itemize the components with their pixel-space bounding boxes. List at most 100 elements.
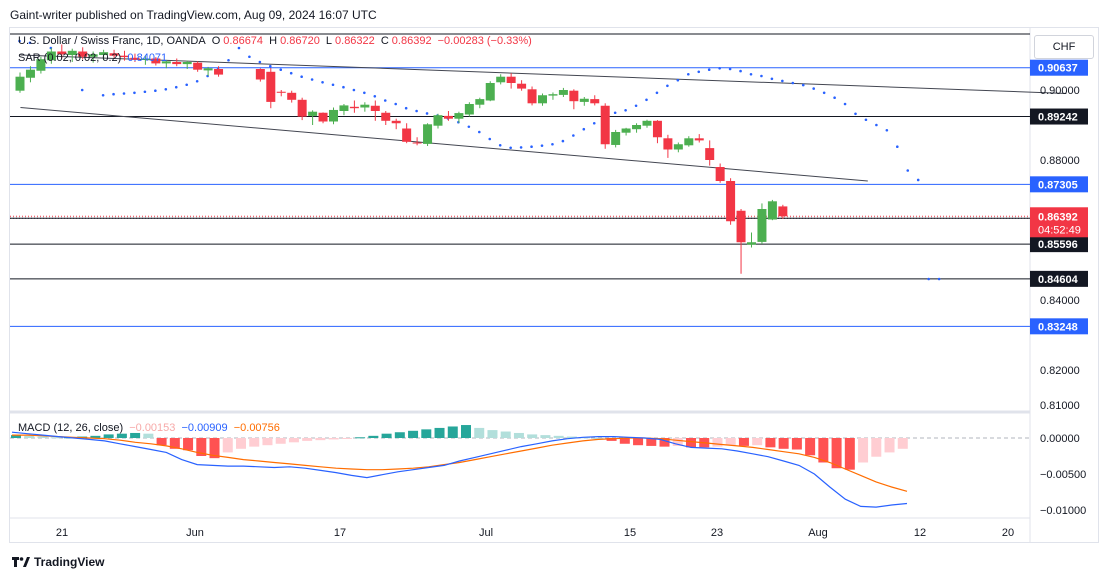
candle-body — [130, 57, 140, 60]
level-label-box — [1030, 108, 1088, 125]
level-label: 0.87305 — [1038, 179, 1078, 191]
macd-histogram-bar — [646, 438, 657, 446]
sar-dot — [718, 67, 721, 70]
sar-label[interactable]: SAR (0.02, 0.02, 0.2) — [18, 52, 122, 64]
macd-histogram-bar — [130, 432, 141, 438]
candle-body — [464, 104, 474, 115]
sar-dot — [801, 83, 805, 87]
candle-body — [57, 51, 67, 55]
macd-histogram-bar — [500, 431, 511, 438]
sar-dot — [488, 137, 492, 141]
current-price-label: 0.86392 — [1038, 211, 1078, 223]
candle-body — [349, 106, 359, 109]
macd-histogram-bar — [844, 438, 855, 470]
sar-dot — [279, 68, 283, 71]
macd-histogram-bar — [421, 429, 432, 438]
candle-body — [370, 105, 380, 111]
macd-tick-label: −0.00500 — [1040, 469, 1086, 481]
macd-histogram-bar — [461, 425, 471, 438]
sar-dot — [530, 145, 533, 148]
sar-dot — [770, 77, 774, 81]
sar-dot — [687, 72, 690, 76]
sar-dot — [269, 64, 272, 68]
candle-body — [579, 98, 589, 102]
macd-histogram-bar — [606, 438, 617, 441]
macd-histogram-bar — [831, 438, 842, 469]
candle-body — [308, 111, 318, 116]
legend-high-label: H — [269, 35, 278, 47]
legend-open: 0.86674 — [223, 35, 264, 47]
level-label-box — [1030, 236, 1088, 253]
macd-histogram-bar — [659, 438, 670, 447]
candle-body — [423, 124, 433, 144]
sar-dot — [478, 130, 481, 134]
sar-dot — [164, 88, 168, 91]
candle-body — [694, 138, 704, 141]
level-label: 0.90637 — [1038, 63, 1078, 75]
sar-dot — [916, 178, 920, 182]
candle-body — [443, 115, 453, 119]
macd-value: −0.00909 — [181, 422, 228, 434]
sar-dot — [467, 125, 471, 129]
macd-histogram-bar — [487, 430, 498, 438]
macd-histogram-bar — [103, 434, 114, 438]
macd-histogram-bar — [897, 438, 908, 449]
time-tick-label: 15 — [624, 527, 636, 539]
candle-body — [736, 210, 746, 243]
price-tick-label: 0.82000 — [1040, 365, 1080, 377]
macd-histogram-bar — [37, 436, 48, 438]
legend-open-label: O — [211, 35, 221, 47]
candle-body — [412, 142, 422, 144]
candle-body — [25, 69, 35, 78]
macd-histogram-bar — [513, 432, 524, 438]
sar-dot — [363, 91, 366, 95]
currency-button[interactable]: CHF — [1034, 35, 1094, 59]
sar-dot — [592, 121, 596, 125]
sar-dot — [561, 139, 565, 143]
sar-dot — [645, 98, 648, 102]
macd-histogram-bar — [275, 438, 286, 444]
sar-dot — [896, 145, 899, 148]
macd-histogram-bar — [818, 438, 829, 463]
macd-histogram-bar — [183, 438, 194, 451]
sar-dot — [112, 92, 115, 96]
sar-dot — [655, 91, 659, 95]
macd-hist-value: −0.00153 — [129, 422, 176, 434]
legend-low: 0.86322 — [335, 35, 375, 47]
candle-body — [193, 62, 203, 70]
sar-dot — [666, 84, 669, 88]
sar-dot — [540, 144, 544, 147]
level-label-box — [1030, 176, 1088, 193]
time-tick-label: 17 — [334, 527, 346, 539]
candle-body — [673, 144, 683, 150]
macd-histogram-bar — [209, 438, 220, 459]
sar-dot — [875, 123, 878, 127]
time-tick-label: 23 — [711, 527, 723, 539]
candle-body — [757, 209, 767, 242]
publisher-header: Gaint-writer published on TradingView.co… — [10, 8, 377, 22]
legend-symbol[interactable]: U.S. Dollar / Swiss Franc, 1D, OANDA — [18, 35, 206, 47]
candle-body — [276, 91, 286, 93]
candle-body — [402, 128, 412, 142]
macd-histogram-bar — [381, 433, 392, 438]
macd-histogram-bar — [355, 437, 366, 439]
sar-dot — [707, 68, 711, 71]
candle-body — [203, 68, 213, 71]
candle-body — [705, 148, 715, 160]
current-price-box — [1030, 207, 1088, 238]
sar-dot — [791, 81, 795, 85]
legend-close: 0.86392 — [391, 35, 432, 47]
macd-histogram-bar — [633, 438, 644, 446]
macd-histogram-bar — [156, 438, 167, 446]
macd-label[interactable]: MACD (12, 26, close) — [18, 422, 124, 434]
sar-value: 0.84071 — [127, 52, 168, 64]
level-label: 0.84604 — [1038, 274, 1079, 286]
candle-body — [151, 58, 161, 64]
time-tick-label: Jun — [186, 527, 204, 539]
sar-dot — [237, 46, 241, 50]
macd-histogram-bar — [196, 438, 207, 456]
candle-body — [558, 90, 568, 95]
candle-body — [36, 59, 46, 71]
candle-body — [287, 92, 297, 100]
